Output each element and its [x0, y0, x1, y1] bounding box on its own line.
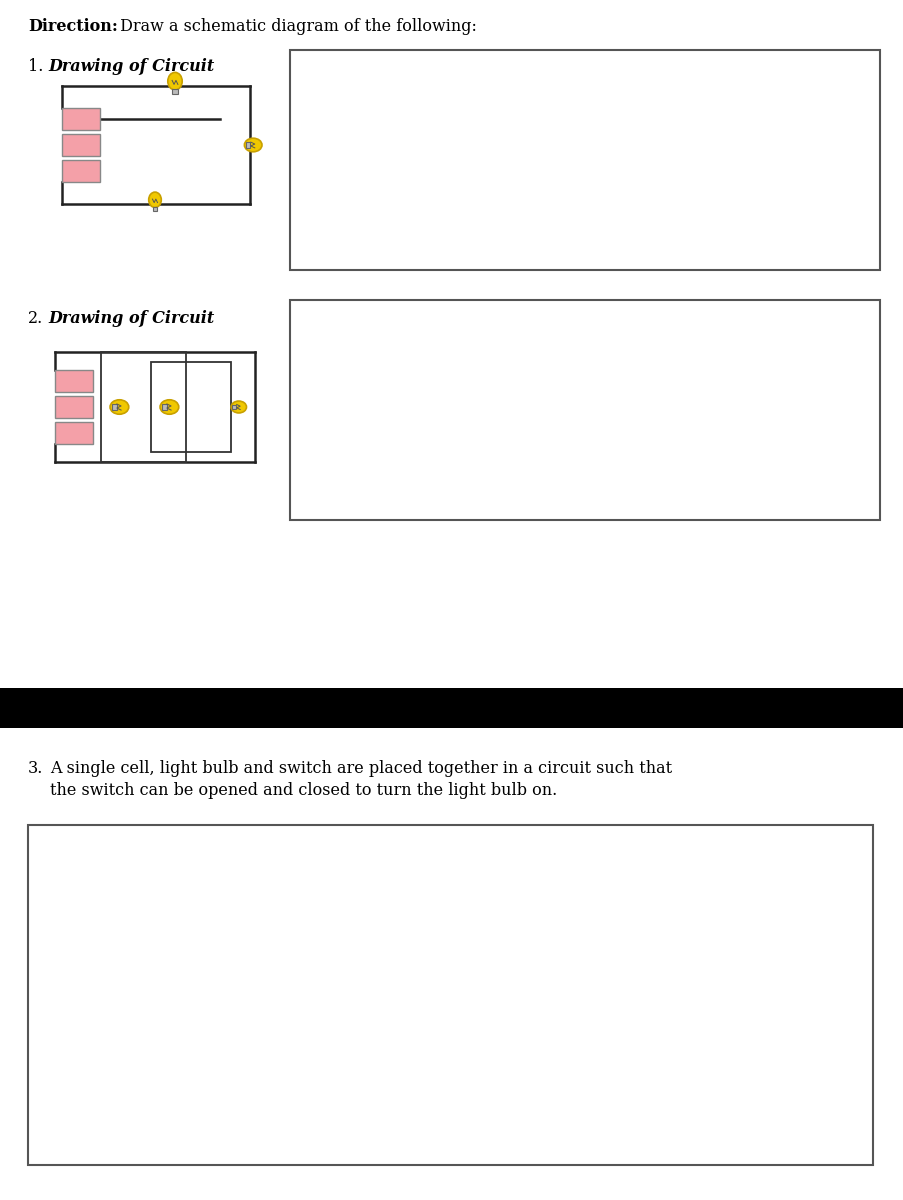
Text: the switch can be opened and closed to turn the light bulb on.: the switch can be opened and closed to t…	[50, 782, 556, 799]
Bar	[172, 89, 178, 94]
Ellipse shape	[110, 400, 128, 414]
Bar	[55, 422, 93, 444]
Bar	[151, 362, 231, 452]
Text: Drawing of Circuit: Drawing of Circuit	[48, 310, 214, 326]
Text: Direction:: Direction:	[28, 18, 117, 35]
Bar	[62, 134, 100, 156]
Bar	[28, 826, 872, 1165]
Ellipse shape	[168, 72, 182, 90]
Text: Draw a schematic diagram of the following:: Draw a schematic diagram of the followin…	[115, 18, 477, 35]
Bar	[55, 370, 93, 392]
Bar	[62, 160, 100, 182]
Ellipse shape	[244, 138, 262, 151]
Bar	[232, 404, 237, 409]
Text: 2.: 2.	[28, 310, 43, 326]
Bar	[290, 50, 879, 270]
Bar	[246, 142, 250, 148]
Ellipse shape	[160, 400, 179, 414]
Text: A single cell, light bulb and switch are placed together in a circuit such that: A single cell, light bulb and switch are…	[50, 760, 672, 778]
Bar	[290, 300, 879, 520]
Bar	[162, 404, 166, 410]
Bar	[101, 352, 186, 462]
Bar	[153, 206, 157, 211]
Ellipse shape	[231, 401, 247, 413]
Bar	[55, 396, 93, 418]
Bar	[112, 404, 116, 410]
Ellipse shape	[148, 192, 161, 208]
Text: 3.: 3.	[28, 760, 43, 778]
Text: Drawing of Circuit: Drawing of Circuit	[48, 58, 214, 74]
Bar	[0, 688, 903, 728]
Bar	[62, 108, 100, 130]
Text: 1.: 1.	[28, 58, 43, 74]
